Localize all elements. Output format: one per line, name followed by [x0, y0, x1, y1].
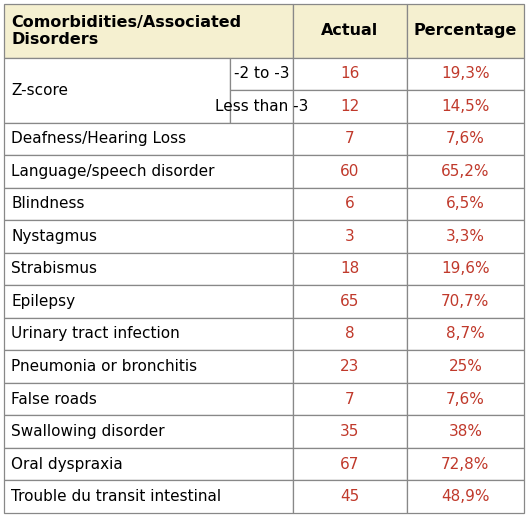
Bar	[407, 188, 524, 220]
Bar	[4, 350, 293, 383]
Text: 16: 16	[340, 66, 360, 81]
Bar	[4, 383, 293, 415]
Text: Percentage: Percentage	[413, 23, 517, 38]
Bar	[293, 123, 407, 155]
Bar	[4, 4, 293, 57]
Text: Strabismus: Strabismus	[11, 262, 97, 277]
Bar	[293, 253, 407, 285]
Text: Less than -3: Less than -3	[215, 99, 308, 114]
Text: Trouble du transit intestinal: Trouble du transit intestinal	[11, 489, 221, 504]
Bar	[4, 253, 293, 285]
Text: 6,5%: 6,5%	[446, 196, 485, 211]
Text: 6: 6	[345, 196, 355, 211]
Bar	[293, 480, 407, 513]
Text: 8,7%: 8,7%	[446, 327, 485, 342]
Bar	[230, 57, 293, 90]
Bar	[4, 57, 230, 123]
Text: Urinary tract infection: Urinary tract infection	[11, 327, 180, 342]
Text: Z-score: Z-score	[11, 83, 68, 98]
Bar	[4, 448, 293, 480]
Text: Language/speech disorder: Language/speech disorder	[11, 164, 214, 179]
Text: 25%: 25%	[448, 359, 482, 374]
Bar	[407, 285, 524, 318]
Text: Swallowing disorder: Swallowing disorder	[11, 424, 165, 439]
Text: 65,2%: 65,2%	[441, 164, 489, 179]
Text: Epilepsy: Epilepsy	[11, 294, 75, 309]
Bar	[293, 220, 407, 253]
Bar	[407, 123, 524, 155]
Text: 19,3%: 19,3%	[441, 66, 489, 81]
Text: 23: 23	[340, 359, 360, 374]
Bar	[407, 155, 524, 188]
Bar	[4, 480, 293, 513]
Text: 12: 12	[340, 99, 360, 114]
Bar	[293, 57, 407, 90]
Bar	[407, 448, 524, 480]
Text: -2 to -3: -2 to -3	[234, 66, 289, 81]
Text: 60: 60	[340, 164, 360, 179]
Bar	[293, 383, 407, 415]
Bar	[4, 123, 293, 155]
Text: 70,7%: 70,7%	[441, 294, 489, 309]
Text: False roads: False roads	[11, 391, 97, 406]
Bar	[4, 220, 293, 253]
Bar	[293, 155, 407, 188]
Text: 7,6%: 7,6%	[446, 391, 485, 406]
Bar	[407, 253, 524, 285]
Bar	[4, 318, 293, 350]
Bar	[293, 448, 407, 480]
Bar	[407, 383, 524, 415]
Text: 7,6%: 7,6%	[446, 131, 485, 146]
Bar	[293, 350, 407, 383]
Bar	[293, 4, 407, 57]
Bar	[407, 57, 524, 90]
Bar	[4, 155, 293, 188]
Text: 35: 35	[340, 424, 360, 439]
Text: 18: 18	[340, 262, 360, 277]
Bar	[407, 318, 524, 350]
Text: Pneumonia or bronchitis: Pneumonia or bronchitis	[11, 359, 197, 374]
Bar	[293, 90, 407, 123]
Text: 3,3%: 3,3%	[446, 229, 485, 244]
Text: 7: 7	[345, 131, 354, 146]
Bar	[4, 188, 293, 220]
Text: 8: 8	[345, 327, 354, 342]
Bar	[293, 188, 407, 220]
Text: 14,5%: 14,5%	[441, 99, 489, 114]
Bar	[407, 350, 524, 383]
Text: 19,6%: 19,6%	[441, 262, 489, 277]
Bar	[407, 4, 524, 57]
Text: Blindness: Blindness	[11, 196, 84, 211]
Text: Comorbidities/Associated
Disorders: Comorbidities/Associated Disorders	[11, 14, 241, 47]
Text: Actual: Actual	[321, 23, 379, 38]
Bar	[293, 318, 407, 350]
Text: 48,9%: 48,9%	[441, 489, 489, 504]
Bar	[407, 90, 524, 123]
Bar	[407, 415, 524, 448]
Text: 72,8%: 72,8%	[441, 457, 489, 472]
Bar	[293, 285, 407, 318]
Text: 3: 3	[345, 229, 355, 244]
Text: Deafness/Hearing Loss: Deafness/Hearing Loss	[11, 131, 186, 146]
Bar	[407, 220, 524, 253]
Text: 67: 67	[340, 457, 360, 472]
Text: 65: 65	[340, 294, 360, 309]
Text: 38%: 38%	[448, 424, 482, 439]
Bar	[230, 90, 293, 123]
Text: 7: 7	[345, 391, 354, 406]
Bar	[4, 285, 293, 318]
Text: Oral dyspraxia: Oral dyspraxia	[11, 457, 123, 472]
Bar	[4, 415, 293, 448]
Text: Nystagmus: Nystagmus	[11, 229, 97, 244]
Bar	[293, 415, 407, 448]
Bar	[407, 480, 524, 513]
Text: 45: 45	[340, 489, 360, 504]
